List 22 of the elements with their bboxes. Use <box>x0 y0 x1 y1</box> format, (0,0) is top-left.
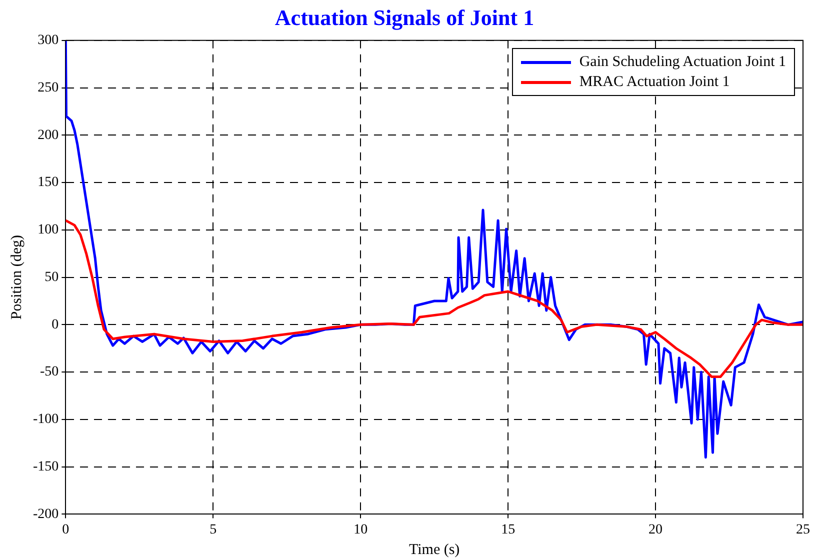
y-tick-label: -100 <box>32 412 59 428</box>
y-tick-label: 250 <box>38 80 59 96</box>
legend-label: MRAC Actuation Joint 1 <box>579 74 730 91</box>
y-tick-label: 150 <box>38 175 59 190</box>
y-tick-label: 200 <box>38 128 59 143</box>
y-axis-title: Position (deg) <box>8 235 25 320</box>
y-tick-label: -50 <box>40 364 59 380</box>
legend-label: Gain Schudeling Actuation Joint 1 <box>579 54 786 71</box>
y-tick-label: 0 <box>52 317 59 332</box>
x-tick-label: 5 <box>210 522 217 538</box>
y-tick-label: 300 <box>38 33 59 48</box>
y-tick-label: -200 <box>32 506 59 522</box>
x-tick-label: 0 <box>62 522 70 538</box>
y-tick-label: 50 <box>44 270 59 285</box>
chart-title: Actuation Signals of Joint 1 <box>274 4 534 30</box>
x-axis-title: Time (s) <box>408 542 460 558</box>
y-tick-label: -150 <box>32 459 59 474</box>
x-tick-label: 20 <box>648 522 663 538</box>
y-tick-label: 100 <box>38 222 59 238</box>
x-tick-label: 10 <box>354 522 368 538</box>
x-tick-label: 25 <box>796 522 810 538</box>
x-tick-label: 15 <box>501 522 516 538</box>
